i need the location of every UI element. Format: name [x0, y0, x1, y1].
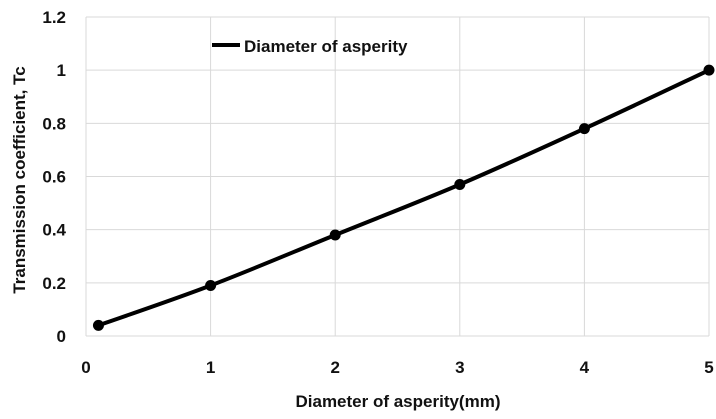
gridlines — [85, 16, 710, 337]
data-point — [92, 319, 104, 331]
y-tick-label: 0.8 — [42, 114, 66, 133]
y-axis-title: Transmission coefficient, Tc — [10, 66, 29, 293]
x-axis-title: Diameter of asperity(mm) — [295, 392, 500, 411]
x-tick-label: 1 — [206, 358, 215, 377]
data-point — [578, 123, 590, 135]
y-tick-label: 0.2 — [42, 274, 66, 293]
axes: 0 1 2 3 4 5 0 0.2 0.4 0.6 0.8 1 1.2 — [42, 8, 713, 377]
y-tick-label: 1 — [57, 61, 66, 80]
legend: Diameter of asperity — [212, 37, 408, 56]
x-tick-label: 3 — [455, 358, 464, 377]
x-tick-label: 0 — [81, 358, 90, 377]
series-line — [96, 68, 711, 328]
y-tick-label: 0.4 — [42, 221, 66, 240]
x-tick-label: 5 — [704, 358, 713, 377]
y-tick-label: 1.2 — [42, 8, 66, 27]
data-point — [703, 64, 715, 76]
y-tick-label: 0 — [57, 327, 66, 346]
data-point — [329, 229, 341, 241]
data-point — [454, 178, 466, 190]
y-tick-label: 0.6 — [42, 168, 66, 187]
x-tick-label: 2 — [330, 358, 339, 377]
x-tick-label: 4 — [580, 358, 590, 377]
data-point — [205, 279, 217, 291]
legend-label: Diameter of asperity — [244, 37, 408, 56]
series — [92, 64, 715, 331]
